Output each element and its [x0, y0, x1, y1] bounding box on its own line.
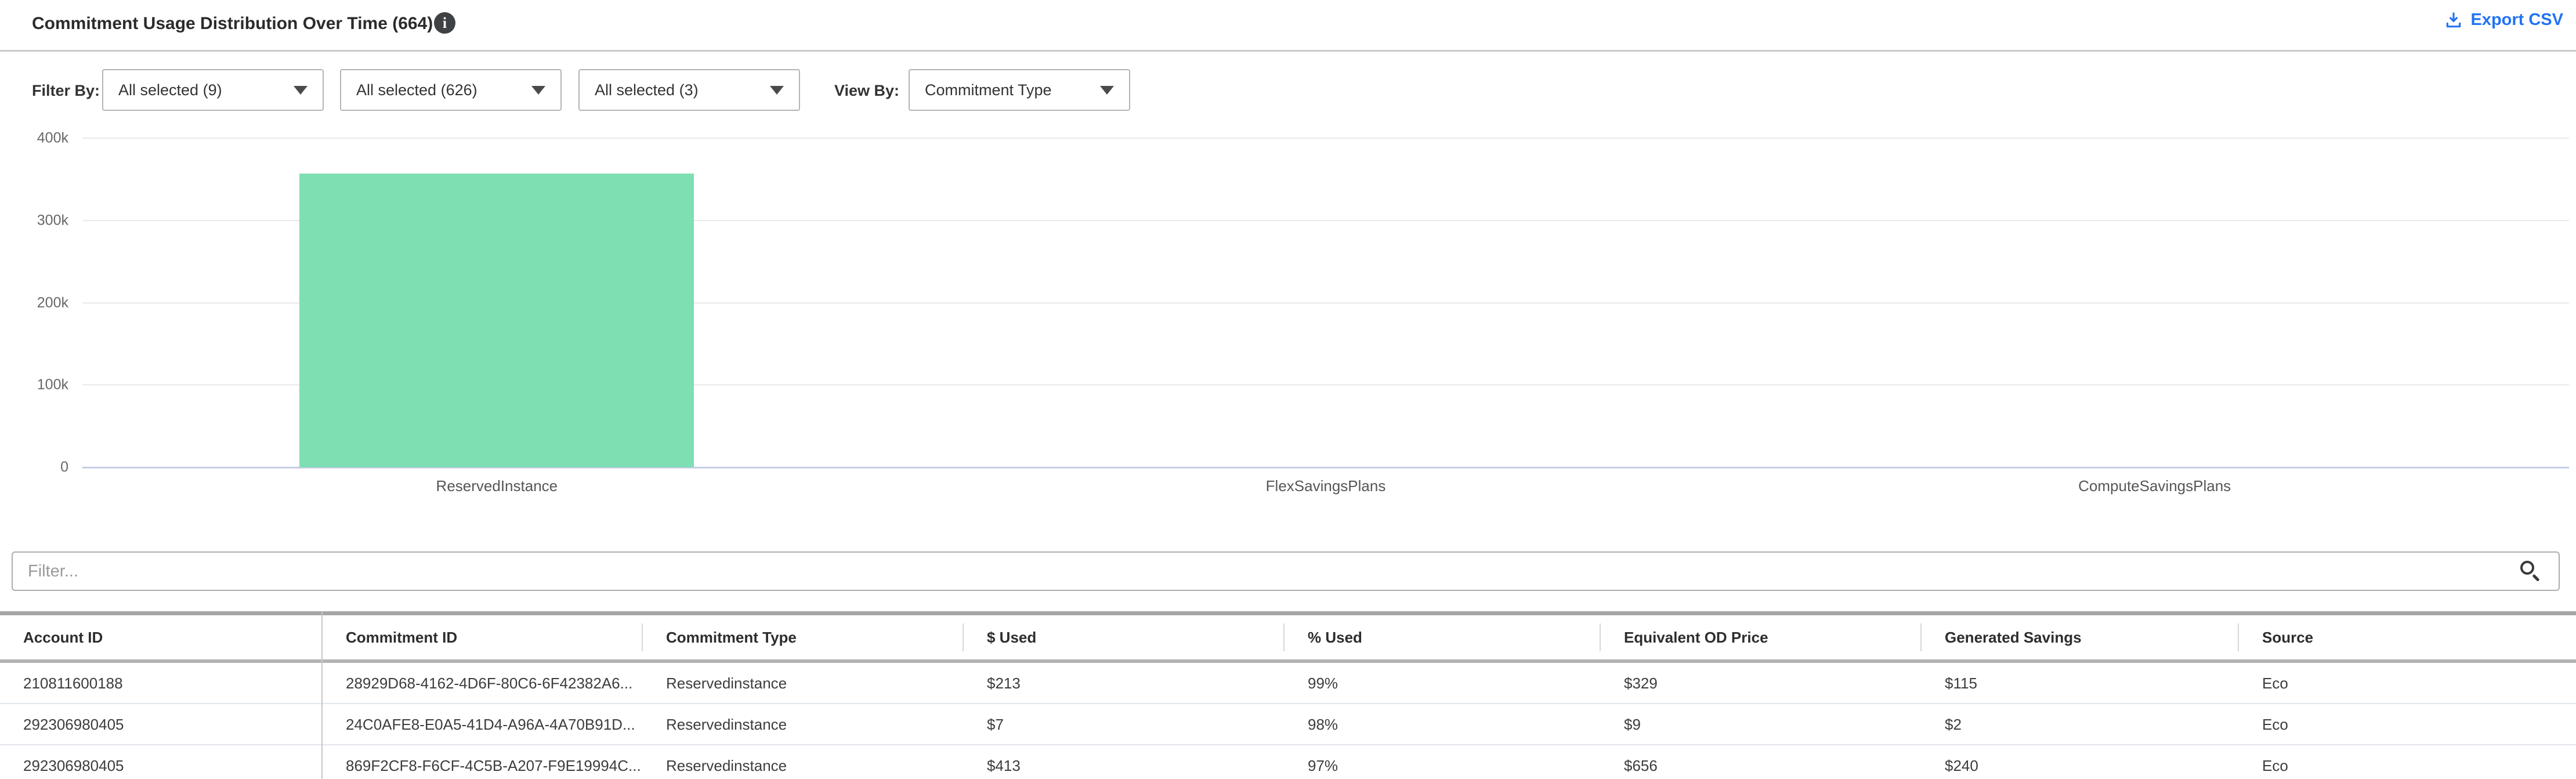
- table-cell: 292306980405: [23, 757, 124, 774]
- column-separator: [1600, 623, 1601, 651]
- y-axis-tick-label: 0: [60, 459, 68, 475]
- y-axis-tick-label: 300k: [37, 212, 68, 229]
- gridline: [82, 138, 2569, 139]
- header-divider: [0, 50, 2576, 52]
- column-separator: [963, 623, 964, 651]
- y-axis-tick-label: 200k: [37, 294, 68, 311]
- search-lens: [2520, 561, 2534, 575]
- filter-dropdown-3-value: All selected (3): [595, 81, 699, 99]
- gridline: [82, 384, 2569, 386]
- chevron-down-icon: [770, 85, 784, 95]
- table-filter-input[interactable]: [12, 551, 2560, 591]
- search-handle: [2532, 574, 2540, 582]
- x-axis-category-label: FlexSavingsPlans: [1265, 477, 1386, 495]
- table-cell: $413: [987, 757, 1021, 774]
- table-cell: Reservedinstance: [666, 757, 787, 774]
- column-header-account-id[interactable]: Account ID: [23, 628, 103, 646]
- download-icon: [2447, 12, 2461, 27]
- table-cell: $656: [1624, 757, 1658, 774]
- column-separator: [1920, 623, 1922, 651]
- y-axis-tick-label: 100k: [37, 376, 68, 393]
- x-axis-line: [82, 467, 2569, 468]
- chevron-down-icon: [1100, 85, 1114, 95]
- table-header-border: [0, 659, 2576, 663]
- table-header-row: Account ID Commitment ID Commitment Type…: [0, 615, 2576, 659]
- column-header-equivalent-od-price[interactable]: Equivalent OD Price: [1624, 628, 1768, 646]
- table-top-border: [0, 611, 2576, 615]
- frozen-column-divider: [321, 611, 323, 779]
- info-icon[interactable]: i: [434, 12, 455, 34]
- chevron-down-icon: [531, 85, 545, 95]
- filter-dropdown-2-value: All selected (626): [356, 81, 477, 99]
- table-cell: 24C0AFE8-E0A5-41D4-A96A-4A70B91D...: [346, 716, 635, 733]
- table-cell: Eco: [2262, 675, 2288, 692]
- view-by-dropdown-value: Commitment Type: [925, 81, 1052, 99]
- bar-chart: 400k 300k 200k 100k 0 ReservedInstance FlexSav…: [37, 129, 2569, 495]
- search-icon[interactable]: [2519, 560, 2542, 583]
- column-header-percent-used[interactable]: % Used: [1308, 628, 1362, 646]
- column-separator: [642, 623, 643, 651]
- table-cell: Eco: [2262, 757, 2288, 774]
- export-csv-button[interactable]: Export CSV: [2444, 10, 2563, 30]
- table-cell: 98%: [1308, 716, 1338, 733]
- view-by-label: View By:: [834, 82, 900, 99]
- gridline: [82, 219, 2569, 221]
- column-header-generated-savings[interactable]: Generated Savings: [1945, 628, 2082, 646]
- x-axis-category-label: ComputeSavingsPlans: [2078, 477, 2231, 495]
- column-separator: [1283, 623, 1285, 651]
- export-csv-label: Export CSV: [2470, 10, 2563, 29]
- column-header-source[interactable]: Source: [2262, 628, 2314, 646]
- view-by-dropdown[interactable]: Commitment Type: [909, 69, 1130, 111]
- filter-dropdown-3[interactable]: All selected (3): [578, 69, 800, 111]
- table-cell: $213: [987, 675, 1021, 692]
- table-cell: 292306980405: [23, 716, 124, 733]
- filter-dropdown-2[interactable]: All selected (626): [340, 69, 562, 111]
- bar-reservedinstance[interactable]: [299, 173, 694, 467]
- table-row: 292306980405 24C0AFE8-E0A5-41D4-A96A-4A70…: [0, 704, 2576, 745]
- table-cell: Reservedinstance: [666, 716, 787, 733]
- column-header-commitment-id[interactable]: Commitment ID: [346, 628, 458, 646]
- y-axis-tick-label: 400k: [37, 129, 68, 146]
- table-row: 292306980405 869F2CF8-F6CF-4C5B-A207-F9E1…: [0, 745, 2576, 779]
- table-cell: 210811600188: [23, 675, 123, 692]
- page-title: Commitment Usage Distribution Over Time …: [32, 14, 433, 33]
- filter-dropdown-1[interactable]: All selected (9): [102, 69, 324, 111]
- chevron-down-icon: [294, 85, 307, 95]
- table-cell: 869F2CF8-F6CF-4C5B-A207-F9E19994C...: [346, 757, 641, 774]
- table-cell: $329: [1624, 675, 1658, 692]
- table-cell: $2: [1945, 716, 1962, 733]
- filter-by-label: Filter By:: [32, 82, 100, 99]
- table-cell: $115: [1945, 675, 1977, 692]
- column-header-dollars-used[interactable]: $ Used: [987, 628, 1037, 646]
- column-header-commitment-type[interactable]: Commitment Type: [666, 628, 797, 646]
- column-separator: [2238, 623, 2239, 651]
- table-cell: 28929D68-4162-4D6F-80C6-6F42382A6...: [346, 675, 633, 692]
- table-cell: 97%: [1308, 757, 1338, 774]
- table-row: 210811600188 28929D68-4162-4D6F-80C6-6F42…: [0, 663, 2576, 704]
- gridline: [82, 302, 2569, 304]
- table-cell: Reservedinstance: [666, 675, 787, 692]
- x-axis-category-label: ReservedInstance: [436, 477, 558, 495]
- table-cell: Eco: [2262, 716, 2288, 733]
- table-cell: $7: [987, 716, 1004, 733]
- filter-dropdown-1-value: All selected (9): [118, 81, 222, 99]
- table-cell: 99%: [1308, 675, 1338, 692]
- table-cell: $240: [1945, 757, 1978, 774]
- table-cell: $9: [1624, 716, 1641, 733]
